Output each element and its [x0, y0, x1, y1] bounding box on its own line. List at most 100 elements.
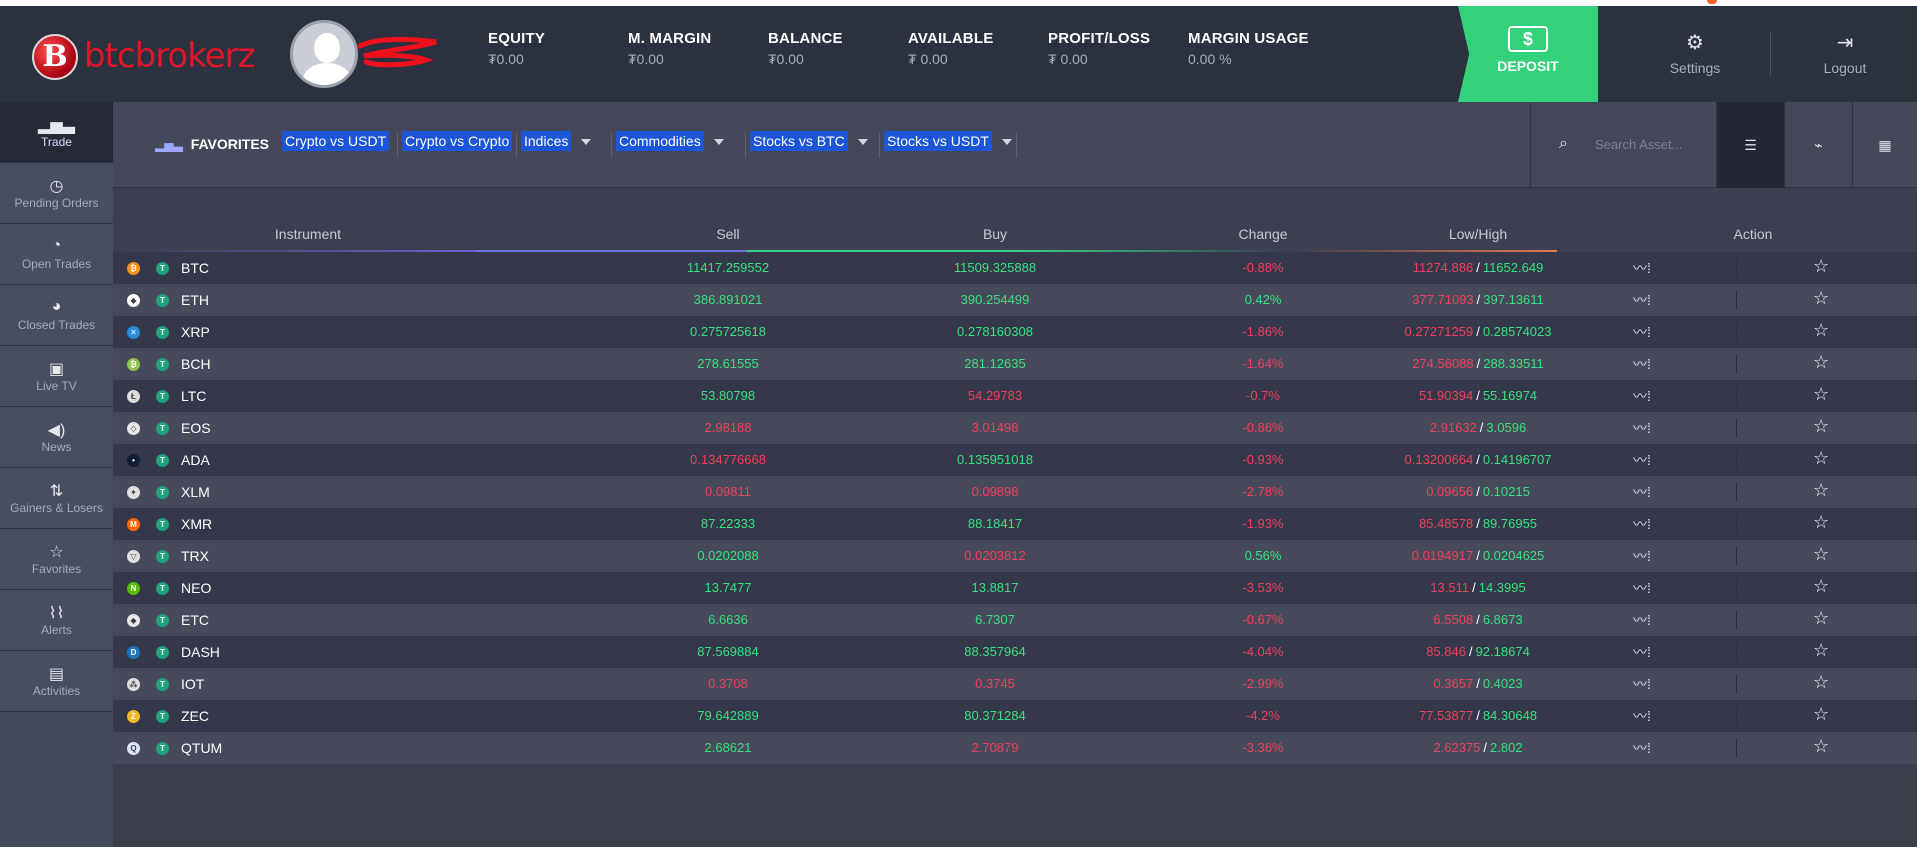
sidebar-item-pending-orders[interactable]: ◷ Pending Orders	[0, 163, 113, 224]
table-row[interactable]: ✕ T XRP 0.275725618 0.278160308 -1.86% 0…	[113, 316, 1917, 348]
star-icon[interactable]: ☆	[1813, 672, 1830, 692]
alert-chart-icon[interactable]: 〰⁞	[1633, 644, 1651, 660]
chip-indices[interactable]: Indices	[521, 131, 592, 151]
sell-price[interactable]: 2.68621	[704, 740, 752, 755]
sell-price[interactable]: 386.891021	[693, 292, 763, 307]
col-buy[interactable]: Buy	[982, 226, 1008, 242]
sell-price[interactable]: 0.0202088	[697, 548, 759, 563]
table-row[interactable]: • T ADA 0.134776668 0.135951018 -0.93% 0…	[113, 444, 1917, 476]
star-icon[interactable]: ☆	[1813, 704, 1830, 724]
table-row[interactable]: ₿ T BCH 278.61555 281.12635 -1.64% 274.5…	[113, 348, 1917, 380]
star-icon[interactable]: ☆	[1813, 736, 1830, 756]
sidebar-item-favorites[interactable]: ☆ Favorites	[0, 529, 113, 590]
sell-price[interactable]: 6.6636	[708, 612, 748, 627]
buy-price[interactable]: 0.09898	[971, 484, 1019, 499]
sell-price[interactable]: 0.09811	[704, 484, 752, 499]
search-icon[interactable]: ⌕	[1559, 135, 1568, 152]
buy-price[interactable]: 13.8817	[971, 580, 1019, 595]
table-row[interactable]: D T DASH 87.569884 88.357964 -4.04% 85.8…	[113, 636, 1917, 668]
buy-price[interactable]: 0.3745	[975, 676, 1015, 691]
table-row[interactable]: Ł T LTC 53.80798 54.29783 -0.7% 51.90394…	[113, 380, 1917, 412]
star-icon[interactable]: ☆	[1813, 512, 1830, 532]
star-icon[interactable]: ☆	[1813, 256, 1830, 276]
sidebar-item-live-tv[interactable]: ▣ Live TV	[0, 346, 113, 407]
table-row[interactable]: ⁂ T IOT 0.3708 0.3745 -2.99% 0.3657/0.40…	[113, 668, 1917, 700]
chip-crypto-vs-crypto[interactable]: Crypto vs Crypto	[402, 131, 513, 151]
alert-chart-icon[interactable]: 〰⁞	[1633, 580, 1651, 596]
sell-price[interactable]: 0.275725618	[690, 324, 766, 339]
alert-chart-icon[interactable]: 〰⁞	[1633, 516, 1651, 532]
star-icon[interactable]: ☆	[1813, 608, 1830, 628]
alert-chart-icon[interactable]: 〰⁞	[1633, 548, 1651, 564]
table-row[interactable]: N T NEO 13.7477 13.8817 -3.53% 13.511/14…	[113, 572, 1917, 604]
star-icon[interactable]: ☆	[1813, 448, 1830, 468]
star-icon[interactable]: ☆	[1813, 320, 1830, 340]
alert-chart-icon[interactable]: 〰⁞	[1633, 740, 1651, 756]
col-low-high[interactable]: Low/High	[1448, 226, 1508, 242]
logout-button[interactable]: ⇥ Logout	[1790, 6, 1900, 102]
table-row[interactable]: ◆ T ETC 6.6636 6.7307 -0.67% 6.5508/6.86…	[113, 604, 1917, 636]
alert-chart-icon[interactable]: 〰⁞	[1633, 292, 1651, 308]
chip-crypto-vs-usdt[interactable]: Crypto vs USDT	[282, 131, 390, 151]
sell-price[interactable]: 87.22333	[700, 516, 756, 531]
sell-price[interactable]: 87.569884	[697, 644, 759, 659]
buy-price[interactable]: 3.01498	[971, 420, 1019, 435]
settings-button[interactable]: ⚙ Settings	[1640, 6, 1750, 102]
grid-view-button[interactable]: ▦	[1852, 102, 1917, 188]
buy-price[interactable]: 88.357964	[964, 644, 1026, 659]
sell-price[interactable]: 278.61555	[697, 356, 759, 371]
star-icon[interactable]: ☆	[1813, 544, 1830, 564]
star-icon[interactable]: ☆	[1813, 384, 1830, 404]
chart-view-button[interactable]: ⌁	[1784, 102, 1852, 188]
sidebar-item-news[interactable]: ◀) News	[0, 407, 113, 468]
buy-price[interactable]: 390.254499	[960, 292, 1030, 307]
sidebar-item-gainers-losers[interactable]: ⇅ Gainers & Losers	[0, 468, 113, 529]
col-change[interactable]: Change	[1238, 226, 1288, 242]
buy-price[interactable]: 0.278160308	[957, 324, 1033, 339]
buy-price[interactable]: 11509.325888	[953, 260, 1037, 275]
alert-chart-icon[interactable]: 〰⁞	[1633, 324, 1651, 340]
alert-chart-icon[interactable]: 〰⁞	[1633, 708, 1651, 724]
chip-commodities[interactable]: Commodities	[616, 131, 724, 151]
star-icon[interactable]: ☆	[1813, 480, 1830, 500]
star-icon[interactable]: ☆	[1813, 416, 1830, 436]
table-row[interactable]: ◇ T EOS 2.98188 3.01498 -0.86% 2.91632/3…	[113, 412, 1917, 444]
buy-price[interactable]: 54.29783	[967, 388, 1023, 403]
table-row[interactable]: ▽ T TRX 0.0202088 0.0203812 0.56% 0.0194…	[113, 540, 1917, 572]
favorites-filter[interactable]: ▂▅▃ FAVORITES	[155, 136, 269, 152]
alert-chart-icon[interactable]: 〰⁞	[1633, 452, 1651, 468]
alert-chart-icon[interactable]: 〰⁞	[1633, 420, 1651, 436]
chip-stocks-vs-usdt[interactable]: Stocks vs USDT	[884, 131, 1012, 151]
table-row[interactable]: ◆ T ETH 386.891021 390.254499 0.42% 377.…	[113, 284, 1917, 316]
sidebar-item-activities[interactable]: ▤ Activities	[0, 651, 113, 712]
star-icon[interactable]: ☆	[1813, 576, 1830, 596]
sidebar-item-open-trades[interactable]: ◔ Open Trades	[0, 224, 113, 285]
star-icon[interactable]: ☆	[1813, 352, 1830, 372]
alert-chart-icon[interactable]: 〰⁞	[1633, 612, 1651, 628]
sidebar-item-closed-trades[interactable]: ◕ Closed Trades	[0, 285, 113, 346]
table-row[interactable]: Q T QTUM 2.68621 2.70879 -3.36% 2.62375/…	[113, 732, 1917, 764]
buy-price[interactable]: 0.135951018	[957, 452, 1033, 467]
alert-chart-icon[interactable]: 〰⁞	[1633, 484, 1651, 500]
buy-price[interactable]: 281.12635	[964, 356, 1026, 371]
alert-chart-icon[interactable]: 〰⁞	[1633, 388, 1651, 404]
sell-price[interactable]: 11417.259552	[686, 260, 770, 275]
deposit-button[interactable]: $ DEPOSIT	[1458, 6, 1598, 102]
buy-price[interactable]: 2.70879	[971, 740, 1019, 755]
sidebar-item-trade[interactable]: ▂▅▃ Trade	[0, 102, 113, 163]
list-view-button[interactable]: ☰	[1716, 102, 1784, 188]
sell-price[interactable]: 13.7477	[704, 580, 752, 595]
table-row[interactable]: M T XMR 87.22333 88.18417 -1.93% 85.4857…	[113, 508, 1917, 540]
sell-price[interactable]: 79.642889	[697, 708, 759, 723]
search-input[interactable]	[1595, 132, 1705, 156]
avatar[interactable]	[290, 20, 358, 88]
alert-chart-icon[interactable]: 〰⁞	[1633, 260, 1651, 276]
buy-price[interactable]: 0.0203812	[964, 548, 1026, 563]
star-icon[interactable]: ☆	[1813, 640, 1830, 660]
col-instrument[interactable]: Instrument	[274, 226, 342, 242]
col-sell[interactable]: Sell	[716, 226, 740, 242]
buy-price[interactable]: 80.371284	[964, 708, 1026, 723]
buy-price[interactable]: 6.7307	[975, 612, 1015, 627]
sell-price[interactable]: 0.134776668	[690, 452, 766, 467]
table-row[interactable]: ₿ T BTC 11417.259552 11509.325888 -0.88%…	[113, 252, 1917, 284]
